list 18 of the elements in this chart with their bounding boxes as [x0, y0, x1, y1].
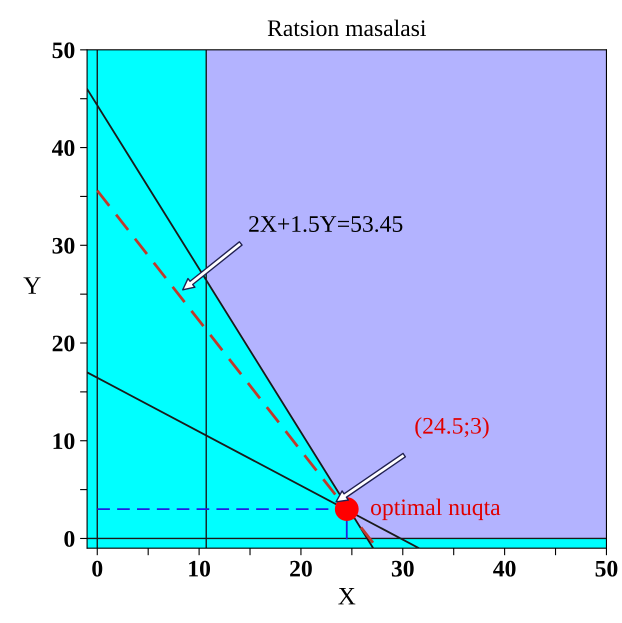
y-tick-label: 0 [64, 530, 74, 547]
x-tick-label: 20 [290, 560, 312, 577]
x-tick-label: 50 [596, 560, 618, 577]
annotation: (24.5;3) [415, 417, 489, 439]
x-tick-label: 30 [392, 560, 414, 577]
annotation: 2X+1.5Y=53.45 [249, 216, 402, 232]
x-tick-label: 10 [189, 560, 210, 577]
x-axis-title: X [338, 588, 356, 604]
y-tick-label: 10 [54, 433, 74, 450]
annotation: optimal nuqta [371, 498, 500, 520]
y-tick-label: 50 [52, 42, 74, 58]
chart-title: Ratsion masalasi [268, 20, 426, 36]
x-tick-label: 0 [92, 560, 102, 577]
y-axis-title: Y [23, 277, 41, 294]
y-tick-label: 40 [52, 140, 74, 156]
y-tick-label: 20 [52, 336, 74, 352]
x-tick-label: 40 [493, 560, 516, 577]
y-tick-label: 30 [52, 238, 74, 254]
